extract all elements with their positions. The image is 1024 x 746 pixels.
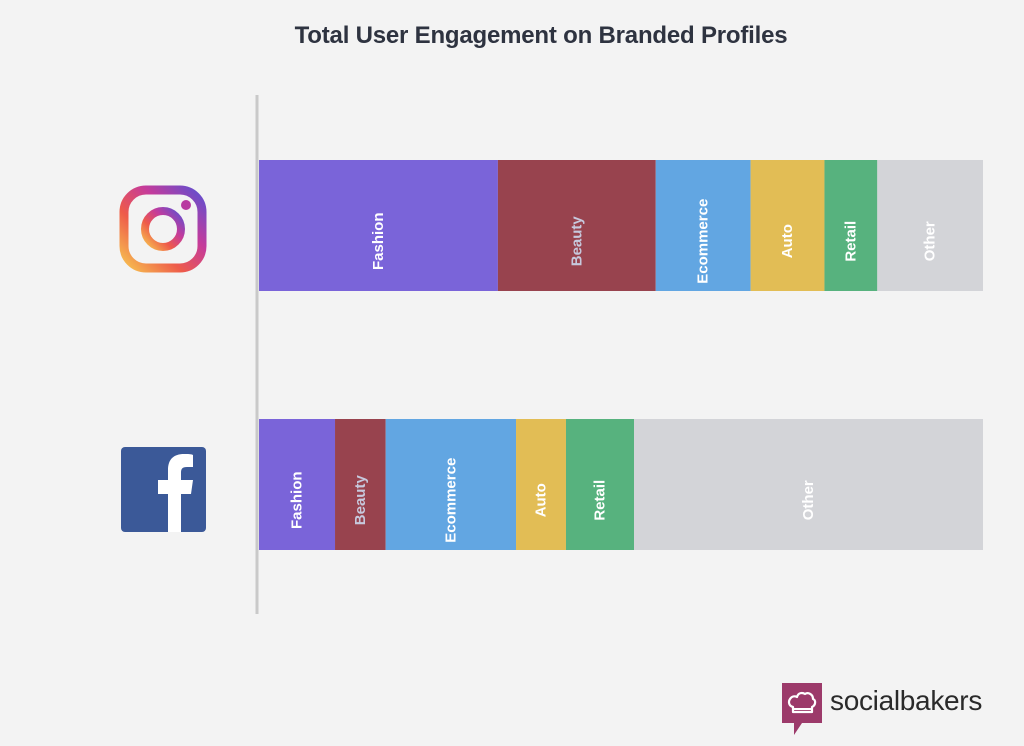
bar-segment-instagram-beauty [497,160,656,291]
bar-segment-instagram-other [877,160,983,291]
segment-label-facebook-beauty: Beauty [352,475,369,526]
bar-row-facebook: Fashion Beauty Ecommerce Auto Retail Other [259,419,983,550]
segment-label-facebook-retail: Retail [592,480,609,521]
chef-hat-icon [782,683,822,735]
facebook-icon [121,447,206,532]
brand-logo: socialbakers [782,683,982,735]
bar-segment-instagram-fashion [259,160,498,291]
bar-segment-instagram-auto [750,160,825,291]
chart-title: Total User Engagement on Branded Profile… [294,22,788,49]
bar-segment-instagram-ecommerce [655,160,751,291]
segment-label-instagram-ecommerce: Ecommerce [695,199,712,284]
segment-label-facebook-other: Other [800,480,817,520]
segment-label-facebook-ecommerce: Ecommerce [442,458,459,543]
bar-segment-facebook-fashion [259,419,336,550]
segment-label-instagram-beauty: Beauty [568,216,585,267]
bar-segment-facebook-ecommerce [385,419,517,550]
bar-segment-facebook-retail [565,419,635,550]
instagram-icon [119,185,207,273]
segment-label-instagram-retail: Retail [842,221,859,262]
brand-name: socialbakers [830,685,983,716]
segment-label-instagram-auto: Auto [779,224,796,258]
segment-label-instagram-fashion: Fashion [370,212,387,270]
bar-segment-facebook-auto [516,419,566,550]
segment-label-facebook-fashion: Fashion [289,471,306,529]
bar-segment-facebook-other [634,419,983,550]
bar-segment-instagram-retail [824,160,878,291]
segment-label-facebook-auto: Auto [532,483,549,517]
segment-label-instagram-other: Other [922,221,939,261]
bar-row-instagram: Fashion Beauty Ecommerce Auto Retail Other [259,160,983,291]
bar-segment-facebook-beauty [335,419,386,550]
